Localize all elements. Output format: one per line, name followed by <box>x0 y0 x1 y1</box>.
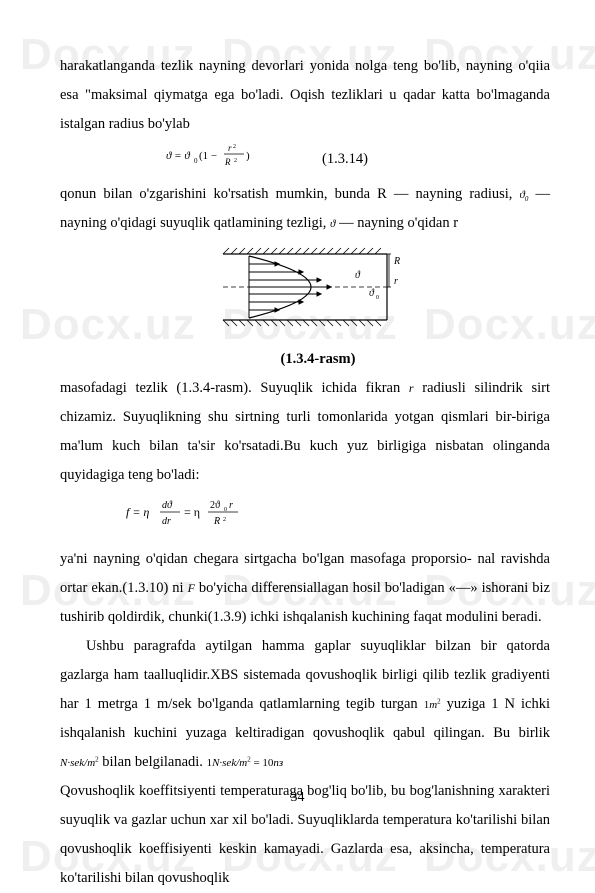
svg-text:r: r <box>394 276 398 287</box>
inline-math: ϑ <box>330 218 335 230</box>
svg-text:0: 0 <box>376 295 379 301</box>
svg-text:ϑ = ϑ: ϑ = ϑ <box>166 150 190 162</box>
svg-text:2: 2 <box>223 517 226 523</box>
svg-text:r: r <box>228 143 232 153</box>
svg-text:ϑ: ϑ <box>355 270 361 281</box>
svg-text:f = η: f = η <box>126 505 149 519</box>
paragraph: harakatlanganda tezlik nayning devorlari… <box>60 52 550 139</box>
text-run: qonun bilan o'zgarishini ko'rsatish mumk… <box>60 186 520 202</box>
text-run: — nayning o'qidan r <box>339 215 458 231</box>
figure-caption: (1.3.4-rasm) <box>60 345 550 374</box>
paragraph: ya'ni nayning o'qidan chegara sirtgacha … <box>60 545 550 632</box>
page-number: 34 <box>0 790 595 806</box>
text-run: bilan belgilanadi. <box>99 754 203 770</box>
svg-text:r: r <box>229 500 233 511</box>
svg-text:): ) <box>246 150 250 162</box>
svg-text:ϑ: ϑ <box>369 288 375 299</box>
svg-text:2ϑ: 2ϑ <box>210 500 220 511</box>
equation-line: f = η dϑ dr = η 2ϑ 0 r R 2 <box>60 494 550 539</box>
equation-number: (1.3.14) <box>296 145 368 174</box>
svg-text:(1 −: (1 − <box>199 150 217 162</box>
paragraph: qonun bilan o'zgarishini ko'rsatish mumk… <box>60 180 550 238</box>
svg-text:= η: = η <box>184 505 200 519</box>
svg-text:R: R <box>224 157 231 167</box>
svg-text:0: 0 <box>194 157 198 165</box>
equation-1: ϑ = ϑ 0 (1 − r 2 R 2 ) <box>140 139 276 180</box>
text-run: masofadagi tezlik (1.3.4-rasm). Suyuqlik… <box>60 380 409 396</box>
svg-text:2: 2 <box>234 158 237 164</box>
svg-text:2: 2 <box>233 144 236 150</box>
inline-math: ϑ0 <box>520 189 529 201</box>
inline-math: N·sek/m2 <box>60 757 99 769</box>
figure-pipe-flow: R r ϑ ϑ 0 <box>60 242 550 343</box>
inline-math: 1N·sek/m2 = 10пз <box>207 757 284 769</box>
svg-text:R: R <box>213 516 220 527</box>
svg-text:R: R <box>393 256 400 267</box>
svg-text:dr: dr <box>162 516 171 527</box>
svg-text:dϑ: dϑ <box>162 500 173 511</box>
equation-line: ϑ = ϑ 0 (1 − r 2 R 2 ) (1.3.14) <box>60 139 550 180</box>
paragraph: masofadagi tezlik (1.3.4-rasm). Suyuqlik… <box>60 374 550 490</box>
paragraph: Ushbu paragrafda aytilgan hamma gaplar s… <box>60 632 550 777</box>
equation-2: f = η dϑ dr = η 2ϑ 0 r R 2 <box>100 494 276 539</box>
page-content: harakatlanganda tezlik nayning devorlari… <box>60 52 550 893</box>
inline-math: 1m2 <box>424 699 441 711</box>
inline-math: F <box>188 581 195 595</box>
